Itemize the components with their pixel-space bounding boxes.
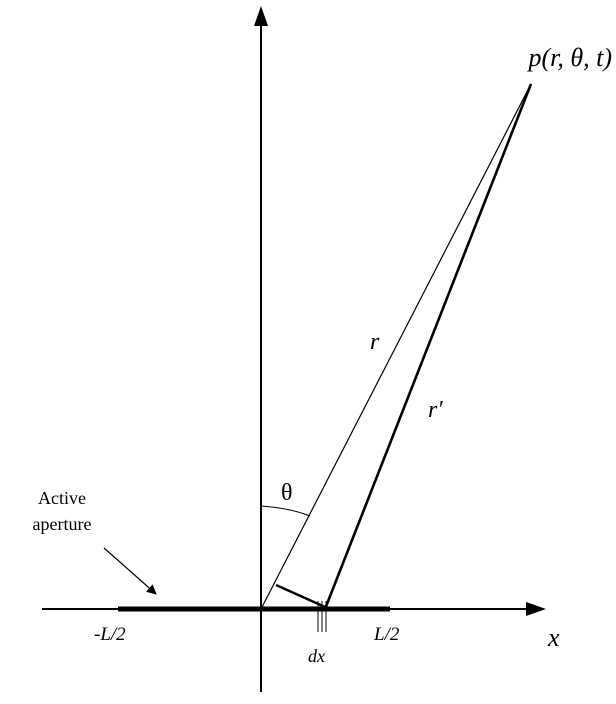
r-label: r: [370, 329, 380, 355]
perpendicular-segment: [275, 583, 326, 609]
r-prime-line: [323, 83, 533, 610]
neg-half-l-label: -L/2: [94, 624, 126, 645]
active-aperture-label-line2: aperture: [33, 514, 92, 534]
r-line: [260, 83, 532, 610]
theta-label: θ: [281, 480, 293, 506]
vertical-axis-arrowhead: [254, 6, 268, 26]
pos-half-l-label: L/2: [373, 624, 400, 645]
active-aperture-arrow: [103, 547, 157, 595]
x-axis-label: x: [547, 623, 560, 652]
point-label: p(r, θ, t): [526, 43, 612, 72]
dx-label: dx: [308, 646, 325, 666]
r-prime-label: r′: [428, 397, 443, 423]
active-aperture-label-line1: Active: [38, 488, 86, 508]
theta-arc: [260, 505, 311, 517]
horizontal-axis-arrowhead: [526, 602, 546, 616]
